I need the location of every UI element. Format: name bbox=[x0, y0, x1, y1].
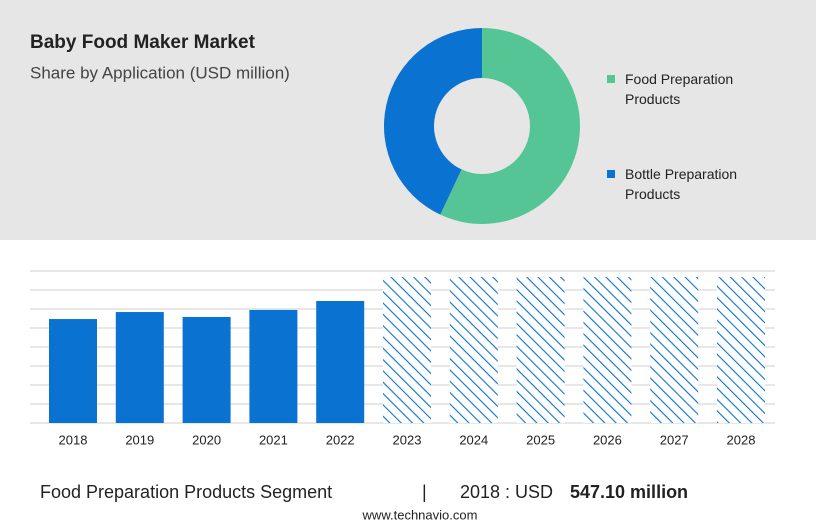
x-tick-label: 2026 bbox=[593, 432, 622, 447]
donut-slice bbox=[383, 27, 482, 215]
bar bbox=[49, 319, 97, 423]
legend-swatch bbox=[607, 75, 615, 83]
bar bbox=[583, 277, 632, 423]
chart-title: Baby Food Maker Market bbox=[30, 32, 256, 53]
legend-swatch bbox=[607, 170, 615, 178]
footer-divider: | bbox=[422, 482, 427, 502]
x-tick-label: 2023 bbox=[393, 432, 422, 447]
footer-value: 547.10 million bbox=[570, 482, 688, 502]
legend-label: Food Preparation Products bbox=[625, 71, 734, 107]
x-tick-label: 2018 bbox=[59, 432, 88, 447]
bar bbox=[650, 277, 699, 423]
chart-subtitle: Share by Application (USD million) bbox=[30, 63, 290, 82]
bar bbox=[717, 277, 765, 423]
x-tick-label: 2020 bbox=[192, 432, 221, 447]
x-tick-label: 2024 bbox=[459, 432, 488, 447]
bar bbox=[316, 301, 365, 423]
bar bbox=[115, 312, 164, 423]
x-tick-label: 2028 bbox=[727, 432, 756, 447]
bar bbox=[516, 277, 565, 423]
legend-label: Bottle Preparation Products bbox=[625, 166, 738, 202]
x-tick-label: 2021 bbox=[259, 432, 288, 447]
footer-segment: Food Preparation Products Segment bbox=[40, 482, 332, 502]
donut-slice bbox=[440, 28, 580, 224]
bar bbox=[383, 277, 431, 423]
x-tick-label: 2025 bbox=[526, 432, 555, 447]
x-tick-label: 2022 bbox=[326, 432, 355, 447]
footer-prefix: 2018 : USD bbox=[460, 482, 553, 502]
x-tick-label: 2019 bbox=[125, 432, 154, 447]
source: www.technavio.com bbox=[362, 507, 478, 522]
bar bbox=[249, 309, 298, 423]
x-tick-label: 2027 bbox=[660, 432, 689, 447]
bar bbox=[449, 277, 498, 423]
bar bbox=[182, 316, 231, 423]
